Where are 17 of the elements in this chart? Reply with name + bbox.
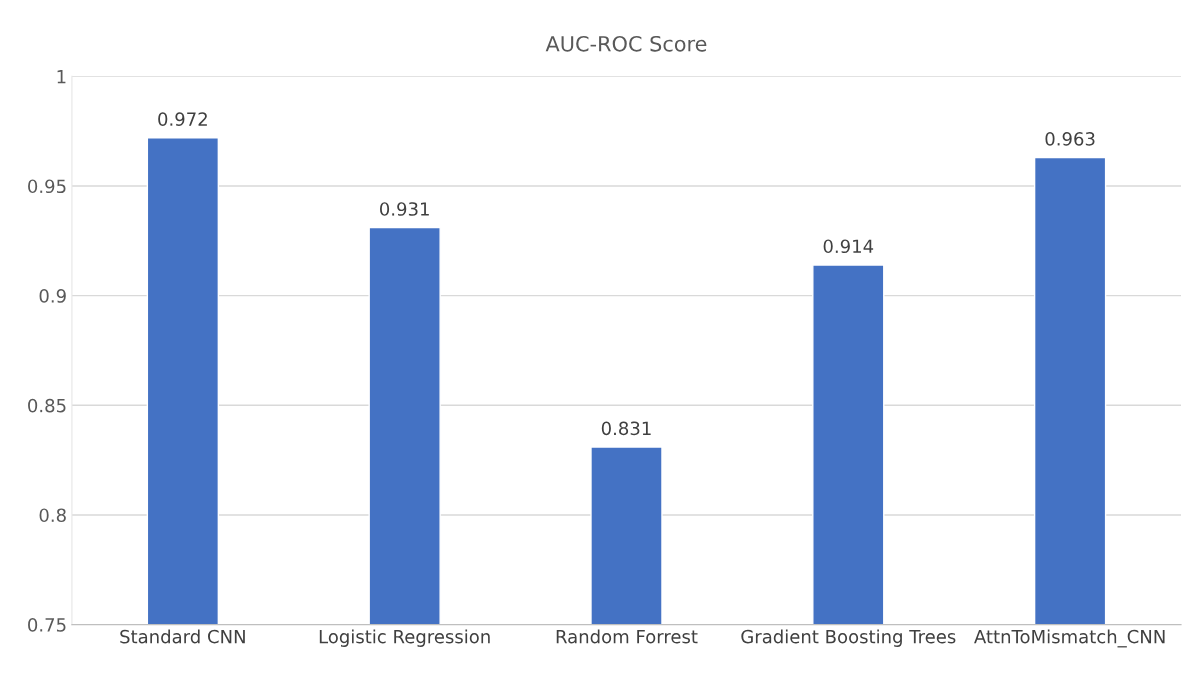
x-tick-label: Standard CNN (120, 629, 245, 644)
y-tick-label: 0.9 (39, 289, 66, 303)
x-tick-label: Logistic Regression (319, 629, 490, 647)
x-tick-label: Random Forrest (556, 629, 698, 644)
y-tick-label: 0.8 (39, 508, 66, 523)
y-tick-label: 0.95 (28, 179, 66, 194)
chart-title: AUC-ROC Score (545, 35, 707, 52)
y-tick-label: 0.75 (28, 618, 66, 632)
y-tick-label: 0.85 (28, 398, 66, 413)
data-label: 0.931 (380, 202, 429, 216)
data-label: 0.972 (158, 112, 207, 126)
x-tick-label: AttnToMismatch_CNN (974, 629, 1165, 648)
data-label: 0.831 (601, 421, 651, 436)
x-tick-label: Gradient Boosting Trees (741, 629, 956, 647)
data-label: 0.963 (1045, 131, 1095, 146)
data-label: 0.914 (823, 239, 874, 254)
y-tick-label: 1 (57, 70, 66, 84)
